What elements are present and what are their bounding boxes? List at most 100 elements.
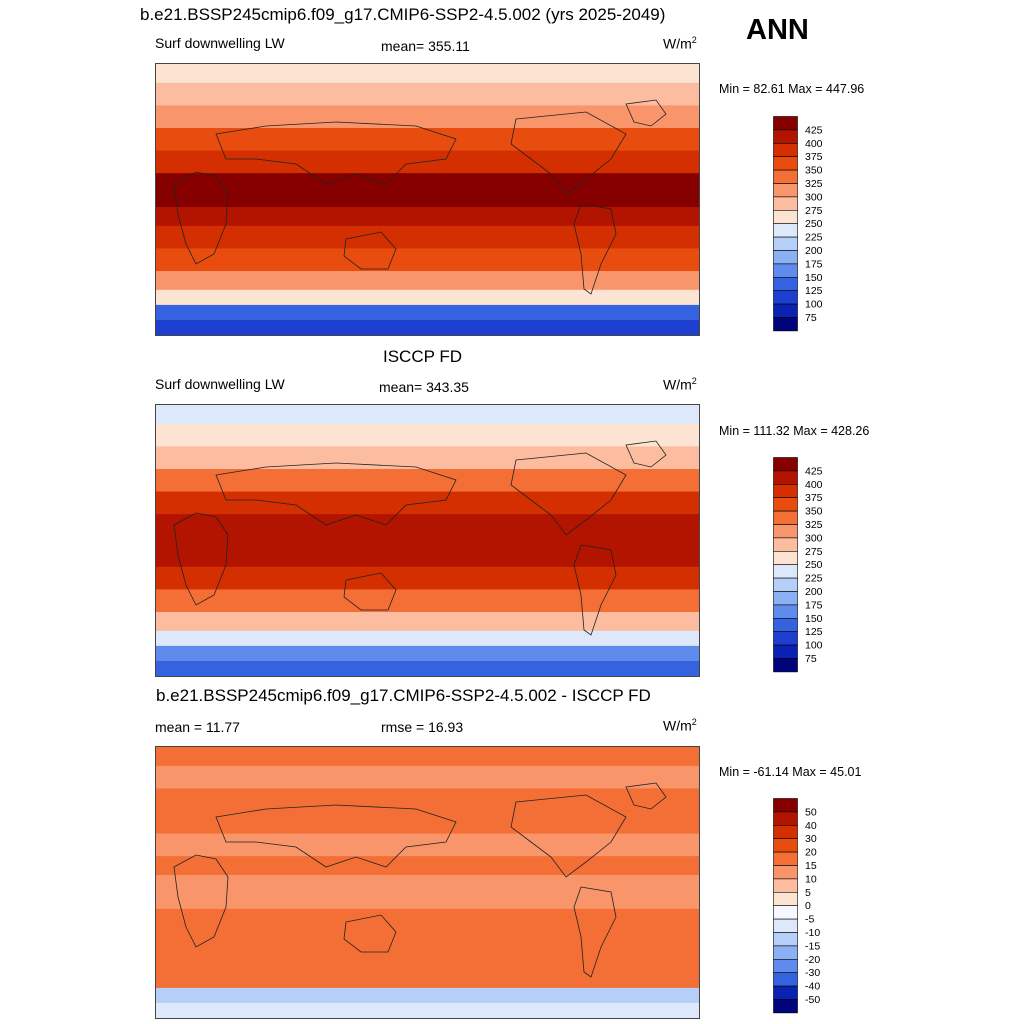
- panel2-units: W/m2: [663, 376, 697, 393]
- lat-band: [156, 319, 699, 335]
- colorbar-label: 250: [805, 218, 823, 230]
- colorbar-label: 325: [805, 178, 823, 190]
- coastline: [573, 886, 617, 978]
- lat-band: [156, 589, 699, 613]
- colorbar-label: 300: [805, 191, 823, 203]
- lat-band: [156, 1002, 699, 1018]
- colorbar-swatch-4: [773, 169, 798, 184]
- panel3-map: [155, 746, 700, 1019]
- lat-band: [156, 987, 699, 1004]
- colorbar-label: 225: [805, 573, 823, 585]
- colorbar-swatch-7: [773, 210, 798, 225]
- lat-band: [156, 304, 699, 321]
- colorbar-label: 30: [805, 833, 817, 845]
- coastline: [173, 512, 229, 606]
- colorbar-swatch-7: [773, 892, 798, 907]
- panel3-colorbar: 50 40 30 20 15 10 5 0 -5 -10 -15 -20 -30 -40 -50: [773, 798, 843, 1021]
- colorbar-swatch-2: [773, 142, 798, 157]
- panel2-map-svg: [156, 405, 699, 676]
- panel2-map: [155, 404, 700, 677]
- lat-band: [156, 931, 699, 955]
- colorbar-label: 15: [805, 860, 817, 872]
- colorbar-swatch-11: [773, 263, 798, 278]
- colorbar-label: 5: [805, 887, 811, 899]
- panel1-map: [155, 63, 700, 336]
- colorbar-label: 150: [805, 613, 823, 625]
- lat-band: [156, 874, 699, 891]
- lat-band: [156, 423, 699, 447]
- colorbar-swatch-9: [773, 918, 798, 933]
- panel1-minmax: Min = 82.61 Max = 447.96: [719, 82, 865, 96]
- coastline: [173, 854, 229, 948]
- page-title: b.e21.BSSP245cmip6.f09_g17.CMIP6-SSP2-4.…: [140, 5, 666, 24]
- colorbar-label: 175: [805, 258, 823, 270]
- colorbar-label: 200: [805, 245, 823, 257]
- lat-band: [156, 532, 699, 549]
- lat-band: [156, 954, 699, 974]
- colorbar-label: 40: [805, 820, 817, 832]
- colorbar-swatch-8: [773, 223, 798, 238]
- colorbar-swatch-3: [773, 497, 798, 512]
- colorbar-label: 400: [805, 479, 823, 491]
- panel3-rmse: rmse = 16.93: [381, 719, 464, 735]
- colorbar-swatch-5: [773, 183, 798, 198]
- colorbar-label: -50: [805, 994, 820, 1006]
- colorbar-swatch-6: [773, 878, 798, 893]
- colorbar-label: -30: [805, 967, 820, 979]
- lat-band: [156, 191, 699, 208]
- lat-band: [156, 82, 699, 106]
- panel1-units: W/m2: [663, 35, 697, 52]
- coastline: [573, 544, 617, 636]
- colorbar-label: -40: [805, 981, 820, 993]
- colorbar-swatch-1: [773, 129, 798, 144]
- colorbar-label: 100: [805, 299, 823, 311]
- colorbar-swatch-12: [773, 959, 798, 974]
- coastline: [343, 231, 397, 270]
- lat-band: [156, 150, 699, 174]
- panel1-mean: mean= 355.11: [381, 38, 470, 54]
- colorbar-label: 75: [805, 312, 817, 324]
- lat-band: [156, 207, 699, 227]
- colorbar-label: -5: [805, 914, 814, 926]
- colorbar-swatch-15: [773, 658, 798, 673]
- colorbar-label: -10: [805, 927, 820, 939]
- colorbar-label: 275: [805, 205, 823, 217]
- panel2-title: ISCCP FD: [383, 347, 463, 366]
- season-label: ANN: [746, 14, 809, 46]
- colorbar-swatch-11: [773, 604, 798, 619]
- colorbar-swatch-15: [773, 317, 798, 332]
- colorbar-label: -15: [805, 940, 820, 952]
- panel1-variable: Surf downwelling LW: [155, 35, 285, 51]
- panel2-colorbar: 425 400 375 350 325 300 275 250 225 200 175 150 125 1…: [773, 457, 843, 680]
- colorbar-swatch-12: [773, 618, 798, 633]
- colorbar-swatch-6: [773, 537, 798, 552]
- lat-band: [156, 856, 699, 876]
- panel2-minmax: Min = 111.32 Max = 428.26: [719, 424, 870, 438]
- lat-band: [156, 248, 699, 272]
- colorbar-swatch-10: [773, 591, 798, 606]
- colorbar-swatch-12: [773, 277, 798, 292]
- coastline: [510, 452, 627, 536]
- colorbar-label: 150: [805, 272, 823, 284]
- colorbar-label: -20: [805, 954, 820, 966]
- colorbar-swatch-0: [773, 116, 798, 131]
- coastline: [215, 121, 457, 185]
- lat-band: [156, 788, 699, 812]
- colorbar-swatch-10: [773, 250, 798, 265]
- colorbar-swatch-5: [773, 524, 798, 539]
- colorbar-label: 250: [805, 559, 823, 571]
- colorbar-label: 20: [805, 847, 817, 859]
- colorbar-label: 125: [805, 285, 823, 297]
- lat-band: [156, 173, 699, 193]
- lat-band: [156, 630, 699, 647]
- coastline: [510, 794, 627, 878]
- lat-band: [156, 271, 699, 291]
- coastline: [573, 203, 617, 295]
- colorbar-label: 325: [805, 519, 823, 531]
- panel3-mean: mean = 11.77: [155, 719, 240, 735]
- colorbar-swatch-1: [773, 470, 798, 485]
- colorbar-label: 400: [805, 138, 823, 150]
- colorbar-label: 50: [805, 806, 817, 818]
- colorbar-swatch-9: [773, 236, 798, 251]
- coastline: [215, 804, 457, 868]
